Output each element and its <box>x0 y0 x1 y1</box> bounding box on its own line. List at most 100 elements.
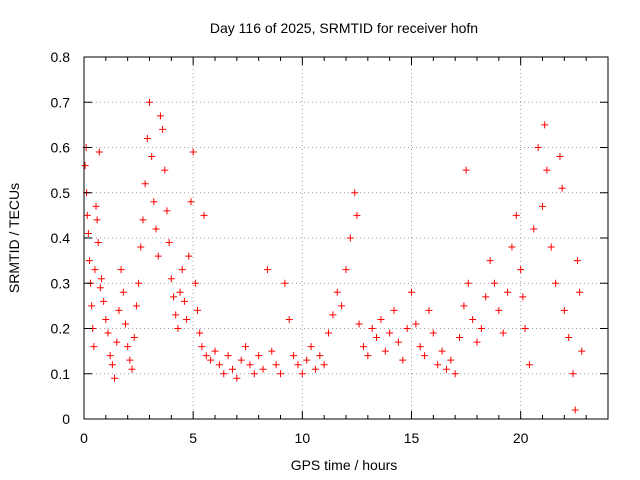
data-point <box>88 302 96 310</box>
data-point <box>108 361 116 369</box>
y-tick-label: 0.5 <box>51 185 71 201</box>
data-point <box>525 361 533 369</box>
data-point <box>355 320 363 328</box>
data-point <box>541 121 549 129</box>
chart-title: Day 116 of 2025, SRMTID for receiver hof… <box>210 20 478 36</box>
x-tick-label: 20 <box>513 430 529 446</box>
data-point <box>156 112 164 120</box>
data-point <box>92 202 100 210</box>
data-point <box>228 365 236 373</box>
data-point <box>504 288 512 296</box>
data-point <box>170 293 178 301</box>
data-point <box>83 211 91 219</box>
data-point <box>202 352 210 360</box>
data-point <box>115 306 123 314</box>
data-point <box>96 284 104 292</box>
data-point <box>469 315 477 323</box>
data-point <box>517 266 525 274</box>
data-point <box>346 234 354 242</box>
data-point <box>530 225 538 233</box>
data-point <box>196 329 204 337</box>
data-point <box>373 334 381 342</box>
data-point <box>167 275 175 283</box>
data-point <box>333 288 341 296</box>
y-tick-label: 0.7 <box>51 94 71 110</box>
data-point <box>303 356 311 364</box>
data-point <box>434 361 442 369</box>
data-point <box>220 370 228 378</box>
data-point <box>95 148 103 156</box>
data-point <box>174 325 182 332</box>
data-point <box>128 365 136 373</box>
data-point <box>320 361 328 369</box>
data-point <box>447 356 455 364</box>
data-point <box>421 352 429 360</box>
data-point <box>97 275 105 283</box>
data-point <box>381 347 389 355</box>
data-point <box>534 144 542 151</box>
data-point <box>464 279 472 287</box>
y-axis-title: SRMTID / TECUs <box>6 183 22 293</box>
data-point <box>146 98 153 106</box>
data-point <box>543 166 551 174</box>
y-tick-label: 0.3 <box>51 275 71 291</box>
data-point <box>113 338 121 346</box>
data-point <box>565 334 573 342</box>
data-point <box>143 134 151 142</box>
data-point <box>364 352 372 360</box>
x-tick-labels: 0 5 10 15 20 <box>80 430 529 446</box>
data-point <box>519 293 527 301</box>
data-point <box>185 252 193 260</box>
axis-ticks <box>83 56 608 420</box>
data-point <box>508 243 516 251</box>
data-point <box>104 329 112 337</box>
data-point <box>224 352 232 360</box>
data-point <box>180 297 188 305</box>
data-point <box>408 288 415 296</box>
data-point <box>547 243 555 251</box>
data-point <box>152 225 160 233</box>
data-point <box>451 370 459 378</box>
data-point <box>161 166 169 174</box>
data-point <box>242 343 250 351</box>
y-tick-label: 0.4 <box>51 230 71 246</box>
data-point <box>456 334 464 342</box>
data-point <box>521 325 529 332</box>
data-point <box>198 343 206 351</box>
data-point <box>106 352 114 360</box>
data-point <box>290 352 298 360</box>
y-tick-label: 0.8 <box>51 49 71 65</box>
data-point <box>189 148 197 156</box>
data-point <box>368 325 376 332</box>
y-tick-label: 0.2 <box>51 321 71 337</box>
data-point <box>329 311 337 319</box>
y-tick-labels: 0 0.1 0.2 0.3 0.4 0.5 0.6 0.7 0.8 <box>51 49 71 427</box>
data-point <box>130 334 138 342</box>
data-point <box>102 315 110 323</box>
data-point <box>556 153 564 161</box>
data-point <box>438 347 446 355</box>
data-point <box>311 365 319 373</box>
data-point <box>578 347 586 355</box>
data-point <box>165 239 173 247</box>
data-point <box>272 361 280 369</box>
data-point <box>386 329 394 337</box>
data-point <box>154 252 162 260</box>
data-point <box>178 266 186 274</box>
data-point <box>250 370 258 378</box>
data-point <box>132 302 140 310</box>
data-point <box>215 361 223 369</box>
data-point <box>412 320 420 328</box>
data-point <box>117 266 125 274</box>
x-tick-label: 0 <box>80 430 88 446</box>
data-point <box>281 279 289 287</box>
data-point <box>462 166 470 174</box>
data-point <box>560 306 568 314</box>
data-point <box>298 370 306 378</box>
data-points <box>81 98 586 414</box>
data-point <box>477 325 485 332</box>
data-point <box>183 315 191 323</box>
data-point <box>124 343 132 351</box>
data-point <box>139 216 147 224</box>
